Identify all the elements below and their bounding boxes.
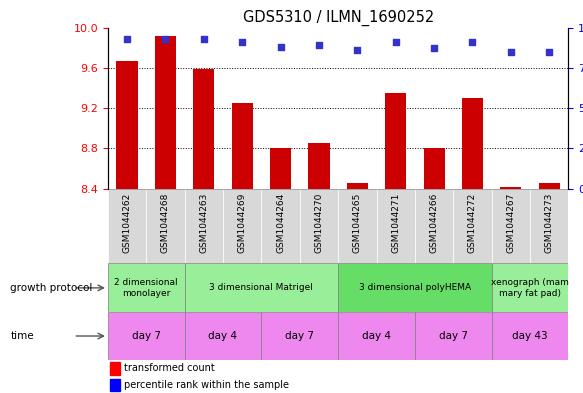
Bar (185, 189, 223, 263)
Point (506, 48, 515, 55)
Bar (185, 312, 261, 360)
Point (314, 42, 324, 48)
Point (199, 36, 209, 42)
Point (122, 36, 132, 42)
Text: GSM1044263: GSM1044263 (199, 192, 208, 253)
Bar (110, 362, 120, 375)
Bar (155, 35, 176, 189)
Bar (193, 69, 215, 189)
Text: 3 dimensional Matrigel: 3 dimensional Matrigel (209, 283, 313, 292)
Text: xenograph (mam
mary fat pad): xenograph (mam mary fat pad) (491, 278, 569, 298)
Bar (491, 189, 530, 263)
Point (391, 39, 401, 45)
Text: GSM1044268: GSM1044268 (161, 192, 170, 253)
Text: day 7: day 7 (285, 331, 314, 341)
Bar (108, 263, 185, 312)
Text: GSM1044273: GSM1044273 (545, 192, 554, 253)
Bar (377, 189, 415, 263)
Point (353, 47, 362, 53)
Point (545, 48, 554, 55)
Bar (108, 189, 146, 263)
Bar (385, 93, 406, 189)
Bar (146, 189, 185, 263)
Bar (261, 189, 300, 263)
Bar (270, 148, 291, 189)
Text: transformed count: transformed count (124, 363, 215, 373)
Bar (415, 189, 454, 263)
Text: day 43: day 43 (512, 331, 548, 341)
Bar (261, 312, 338, 360)
Text: day 7: day 7 (439, 331, 468, 341)
Text: GSM1044270: GSM1044270 (314, 192, 324, 253)
Bar (500, 187, 521, 189)
Text: day 4: day 4 (362, 331, 391, 341)
Text: GSM1044265: GSM1044265 (353, 192, 362, 253)
Text: time: time (10, 331, 34, 341)
Bar (539, 183, 560, 189)
Bar (108, 312, 185, 360)
Text: growth protocol: growth protocol (10, 283, 93, 293)
Point (430, 45, 439, 51)
Text: GSM1044271: GSM1044271 (391, 192, 400, 253)
Title: GDS5310 / ILMN_1690252: GDS5310 / ILMN_1690252 (243, 10, 434, 26)
Bar (462, 98, 483, 189)
Bar (530, 189, 568, 263)
Text: GSM1044272: GSM1044272 (468, 192, 477, 253)
Bar (338, 189, 377, 263)
Bar (338, 263, 491, 312)
Bar (338, 312, 415, 360)
Text: GSM1044269: GSM1044269 (238, 192, 247, 253)
Text: percentile rank within the sample: percentile rank within the sample (124, 380, 289, 390)
Text: GSM1044264: GSM1044264 (276, 192, 285, 253)
Bar (117, 61, 138, 189)
Bar (300, 189, 338, 263)
Point (276, 44, 285, 50)
Bar (223, 189, 261, 263)
Text: GSM1044267: GSM1044267 (507, 192, 515, 253)
Bar (347, 183, 368, 189)
Bar (415, 312, 491, 360)
Text: day 7: day 7 (132, 331, 161, 341)
Bar (110, 378, 120, 391)
Bar (423, 148, 445, 189)
Bar (454, 189, 491, 263)
Point (468, 39, 477, 45)
Bar (491, 312, 568, 360)
Bar (185, 263, 338, 312)
Text: day 4: day 4 (209, 331, 237, 341)
Text: GSM1044262: GSM1044262 (122, 192, 132, 253)
Bar (231, 103, 253, 189)
Point (161, 36, 170, 42)
Bar (308, 143, 329, 189)
Point (237, 39, 247, 45)
Text: 3 dimensional polyHEMA: 3 dimensional polyHEMA (359, 283, 471, 292)
Text: GSM1044266: GSM1044266 (430, 192, 438, 253)
Text: 2 dimensional
monolayer: 2 dimensional monolayer (114, 278, 178, 298)
Bar (491, 263, 568, 312)
